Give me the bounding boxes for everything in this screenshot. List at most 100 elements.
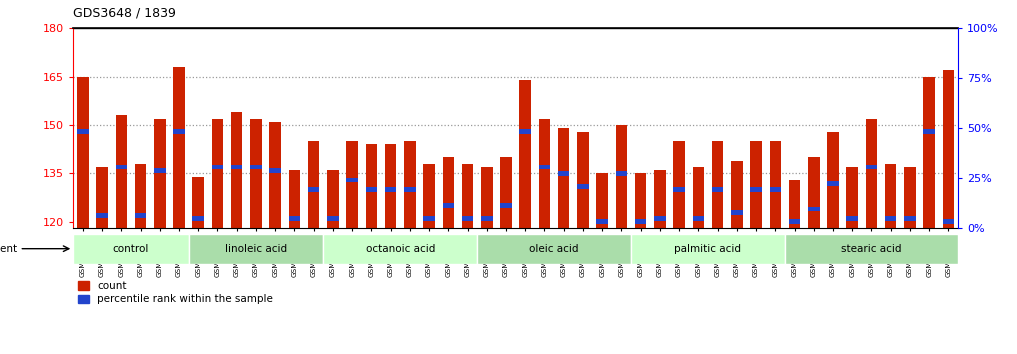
Bar (596, 219, 608, 224)
Bar (323, 234, 477, 264)
Bar (596, 173, 608, 228)
Bar (654, 170, 666, 228)
Bar (116, 165, 127, 170)
Text: palmitic acid: palmitic acid (674, 244, 741, 254)
Bar (192, 216, 204, 221)
Legend: count, percentile rank within the sample: count, percentile rank within the sample (78, 281, 273, 304)
Bar (846, 167, 858, 228)
Bar (904, 167, 915, 228)
Bar (635, 219, 647, 224)
Bar (631, 234, 785, 264)
Bar (615, 171, 627, 176)
Bar (212, 119, 224, 228)
Bar (188, 234, 323, 264)
Bar (558, 129, 570, 228)
Bar (308, 141, 319, 228)
Bar (673, 187, 684, 192)
Bar (520, 80, 531, 228)
Bar (481, 167, 492, 228)
Bar (751, 141, 762, 228)
Bar (308, 187, 319, 192)
Bar (442, 158, 454, 228)
Bar (404, 187, 416, 192)
Bar (135, 213, 146, 218)
Bar (289, 216, 300, 221)
Bar (477, 234, 631, 264)
Bar (731, 210, 742, 215)
Text: octanoic acid: octanoic acid (365, 244, 435, 254)
Bar (73, 234, 188, 264)
Bar (923, 77, 935, 228)
Bar (192, 177, 204, 228)
Bar (770, 141, 781, 228)
Bar (539, 165, 550, 170)
Bar (885, 164, 896, 228)
Bar (846, 216, 858, 221)
Bar (481, 216, 492, 221)
Bar (423, 164, 435, 228)
Bar (712, 187, 723, 192)
Bar (462, 216, 473, 221)
Bar (520, 129, 531, 134)
Text: control: control (113, 244, 149, 254)
Bar (365, 144, 377, 228)
Bar (173, 67, 185, 228)
Bar (827, 181, 839, 185)
Bar (404, 141, 416, 228)
Bar (770, 187, 781, 192)
Bar (827, 132, 839, 228)
Bar (384, 144, 397, 228)
Text: GDS3648 / 1839: GDS3648 / 1839 (73, 6, 176, 19)
Bar (785, 234, 958, 264)
Text: linoleic acid: linoleic acid (225, 244, 287, 254)
Bar (135, 164, 146, 228)
Bar (250, 119, 261, 228)
Bar (923, 129, 935, 134)
Bar (231, 112, 242, 228)
Text: oleic acid: oleic acid (529, 244, 579, 254)
Bar (712, 141, 723, 228)
Text: agent: agent (0, 244, 17, 254)
Bar (693, 216, 704, 221)
Bar (578, 184, 589, 189)
Bar (365, 187, 377, 192)
Bar (250, 165, 261, 170)
Bar (384, 187, 397, 192)
Bar (635, 173, 647, 228)
Bar (865, 165, 878, 170)
Bar (327, 216, 339, 221)
Bar (270, 122, 281, 228)
Bar (693, 167, 704, 228)
Bar (615, 125, 627, 228)
Bar (807, 158, 820, 228)
Bar (865, 119, 878, 228)
Bar (77, 77, 88, 228)
Bar (442, 203, 454, 208)
Bar (500, 158, 512, 228)
Bar (154, 168, 166, 173)
Bar (289, 170, 300, 228)
Bar (578, 132, 589, 228)
Bar (347, 141, 358, 228)
Text: stearic acid: stearic acid (841, 244, 902, 254)
Bar (731, 161, 742, 228)
Bar (558, 171, 570, 176)
Bar (97, 213, 108, 218)
Bar (116, 115, 127, 228)
Bar (654, 216, 666, 221)
Bar (327, 170, 339, 228)
Bar (231, 165, 242, 170)
Bar (97, 167, 108, 228)
Bar (789, 180, 800, 228)
Bar (500, 203, 512, 208)
Bar (943, 70, 954, 228)
Bar (173, 129, 185, 134)
Bar (885, 216, 896, 221)
Bar (539, 119, 550, 228)
Bar (347, 177, 358, 182)
Bar (807, 206, 820, 211)
Bar (789, 219, 800, 224)
Bar (212, 165, 224, 170)
Bar (462, 164, 473, 228)
Bar (77, 129, 88, 134)
